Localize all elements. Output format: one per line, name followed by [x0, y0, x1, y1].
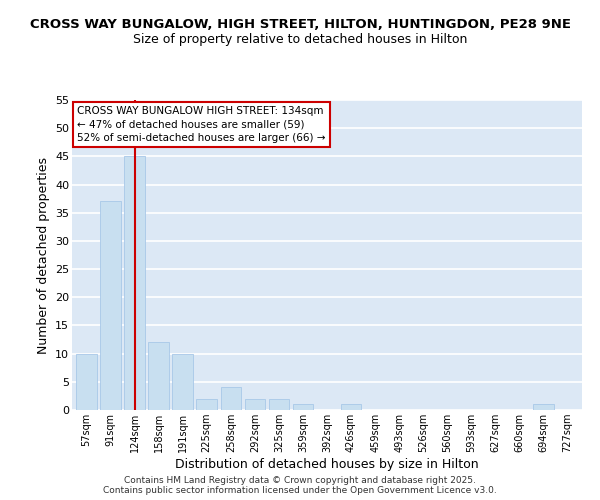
Bar [341, 404, 361, 410]
Text: Size of property relative to detached houses in Hilton: Size of property relative to detached ho… [133, 32, 467, 46]
Bar [293, 404, 313, 410]
Text: Contains public sector information licensed under the Open Government Licence v3: Contains public sector information licen… [103, 486, 497, 495]
Text: CROSS WAY BUNGALOW, HIGH STREET, HILTON, HUNTINGDON, PE28 9NE: CROSS WAY BUNGALOW, HIGH STREET, HILTON,… [29, 18, 571, 30]
Bar [221, 388, 241, 410]
Y-axis label: Number of detached properties: Number of detached properties [37, 156, 50, 354]
Bar [124, 156, 145, 410]
Bar [533, 404, 554, 410]
Text: CROSS WAY BUNGALOW HIGH STREET: 134sqm
← 47% of detached houses are smaller (59): CROSS WAY BUNGALOW HIGH STREET: 134sqm ←… [77, 106, 326, 142]
Bar [245, 398, 265, 410]
Bar [269, 398, 289, 410]
Bar [196, 398, 217, 410]
Bar [148, 342, 169, 410]
Bar [100, 202, 121, 410]
Bar [172, 354, 193, 410]
Bar [76, 354, 97, 410]
Text: Contains HM Land Registry data © Crown copyright and database right 2025.: Contains HM Land Registry data © Crown c… [124, 476, 476, 485]
X-axis label: Distribution of detached houses by size in Hilton: Distribution of detached houses by size … [175, 458, 479, 471]
